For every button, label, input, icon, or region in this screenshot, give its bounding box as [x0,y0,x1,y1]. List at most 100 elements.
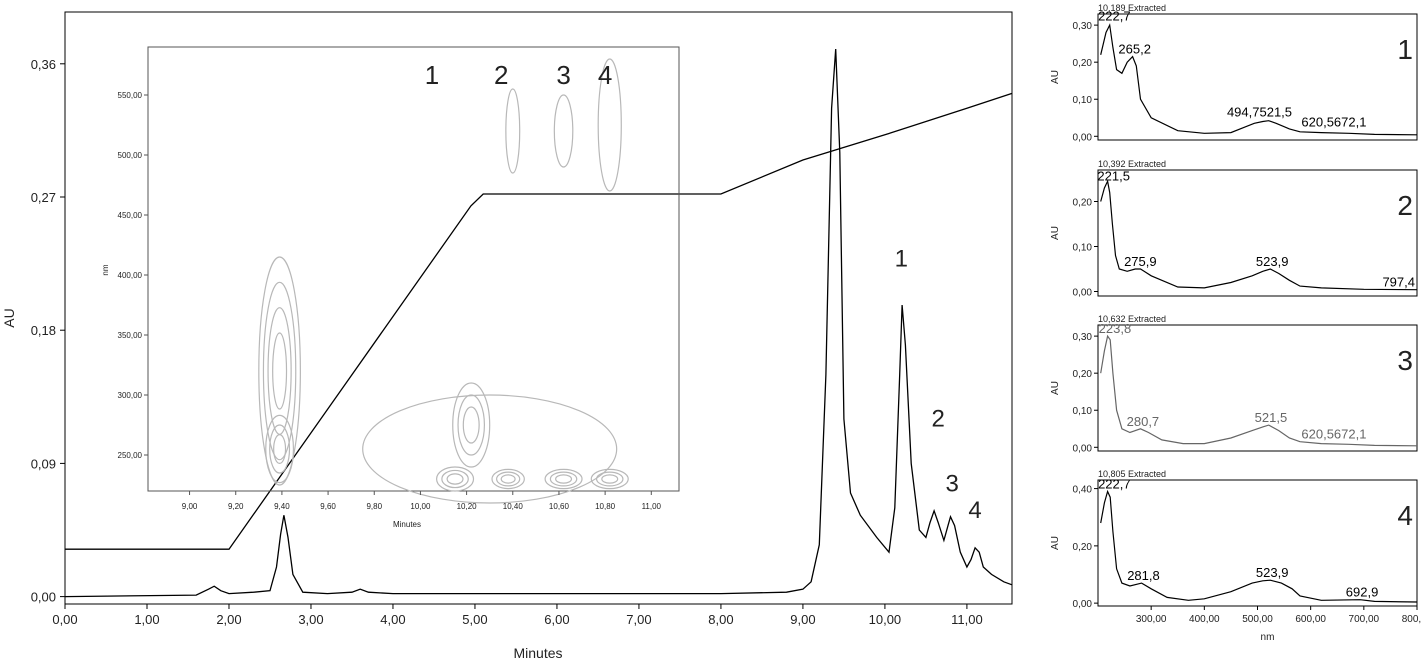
inset-y-tick-label: 300,00 [118,391,143,400]
inset-contour-ring [555,474,573,484]
main-y-tick-label: 0,00 [31,590,56,605]
spectrum-peak-label: 281,8 [1127,568,1160,583]
main-x-tick-label: 10,00 [869,612,902,627]
inset-contour-ring [265,414,295,484]
inset-contour-ring [441,469,469,489]
spectrum-subtitle: 10,805 Extracted [1098,469,1166,479]
spectrum-trace [1100,179,1418,291]
spectrum-peak-label: 221,5 [1097,169,1130,184]
inset-plot-frame [147,46,680,492]
inset-contour-ring [505,88,521,174]
main-peak-label-3: 3 [945,471,958,498]
inset-x-axis-label: Minutes [393,520,421,529]
spectrum-panel-4: 10,805 Extracted 4 AU 0,00 0,20 0,40 222,7 281,… [1050,469,1421,643]
inset-x-tick-label: 9,20 [228,502,244,511]
spectrum-y-axis-label: AU [1050,536,1061,550]
spectrum-peak-label: 222,7 [1098,8,1131,23]
main-x-tick-label: 1,00 [134,612,159,627]
main-x-tick-label: 8,00 [708,612,733,627]
spectrum-subtitle: 10,189 Extracted [1098,3,1166,13]
inset-y-tick-label: 550,00 [118,91,143,100]
inset-x-tick-label: 10,80 [595,502,616,511]
main-peak-label-1: 1 [895,246,908,273]
inset-contour-ring [435,466,475,492]
inset-contour-ring [462,406,480,444]
inset-x-tick-label: 11,00 [642,502,662,511]
spectrum-y-axis-label: AU [1050,381,1061,395]
inset-contour-ring [273,434,287,465]
inset-peak-label-1: 1 [425,60,439,90]
spectrum-peak-label: 494,7521,5 [1227,105,1292,120]
main-x-tick-label: 7,00 [626,612,651,627]
inset-x-tick-label: 10,60 [549,502,570,511]
inset-x-tick-label: 9,00 [182,502,198,511]
spectrum-peak-label: 620,5672,1 [1301,427,1366,442]
inset-y-tick-label: 250,00 [118,451,143,460]
inset-y-tick-label: 500,00 [118,151,143,160]
main-chromatogram: 0,00 1,00 2,00 3,00 4,00 5,00 6,00 7,00 8,00 9,00… [1,11,1013,661]
main-series-group [64,48,1013,598]
inset-peak-label-3: 3 [556,60,570,90]
inset-contour-ring [590,468,629,490]
spectrum-frame [1097,13,1418,141]
main-x-tick-label: 2,00 [216,612,241,627]
spectrum-peak-label: 280,7 [1127,414,1160,429]
spectrum-panel-3: 10,632 Extracted 3 AU 0,00 0,10 0,20 0,30 223,8… [1050,314,1418,454]
inset-x-tick-label: 9,80 [366,502,382,511]
inset-x-axis-ticks: 9,00 9,20 9,40 9,60 9,80 10,00 10,20 10,40 10,60… [182,491,662,511]
main-peak-label-2: 2 [932,405,945,432]
spectrum-peak-label: 797,4 [1382,274,1415,289]
main-x-axis-ticks: 0,00 1,00 2,00 3,00 4,00 5,00 6,00 7,00 8,00 9,00… [52,604,983,627]
inset-peak-label-2: 2 [494,60,508,90]
inset-contour-ring [549,471,578,487]
spectrum-subtitle: 10,392 Extracted [1098,159,1166,169]
main-x-axis-label: Minutes [513,645,562,661]
spectrum-peak-label: 692,9 [1346,585,1379,600]
inset-x-tick-label: 10,20 [457,502,478,511]
inset-x-tick-label: 10,40 [503,502,524,511]
spectrum-x-tick-label: 500,00 [1242,614,1273,625]
spectrum-peak-label: 265,2 [1118,42,1151,57]
spectrum-y-tick-label: 0,20 [1073,369,1093,380]
main-y-tick-label: 0,18 [31,323,56,338]
spectrum-y-axis-label: AU [1050,226,1061,240]
spectrum-y-tick-label: 0,30 [1073,21,1093,32]
spectrum-y-tick-label: 0,30 [1073,332,1093,343]
inset-contour-ring [452,382,491,468]
spectrum-x-tick-label: 400,00 [1189,614,1220,625]
gradient-profile-line [65,92,1013,550]
spectrum-peak-label: 521,5 [1255,410,1288,425]
main-x-tick-label: 0,00 [52,612,77,627]
spectrum-panel-2: 10,392 Extracted 2 AU 0,00 0,10 0,20 221,5 275,… [1050,159,1418,299]
spectrum-y-tick-label: 0,00 [1073,132,1093,143]
spectrum-peak-label: 223,8 [1099,321,1132,336]
spectrum-peak-label: 275,9 [1124,254,1157,269]
spectrum-y-tick-label: 0,00 [1073,599,1093,610]
uv-spectra-panels: 10,189 Extracted 1 AU 0,00 0,10 0,20 0,30 222,7… [1050,3,1421,643]
spectrum-x-axis-label: nm [1261,632,1275,643]
inset-contour-ring [491,468,525,490]
spectrum-y-tick-label: 0,00 [1073,443,1093,454]
spectrum-y-tick-label: 0,10 [1073,243,1093,254]
main-peak-label-4: 4 [968,497,981,524]
spectrum-trace [1100,334,1418,447]
spectrum-y-tick-label: 0,20 [1073,58,1093,69]
main-x-tick-label: 5,00 [462,612,487,627]
spectrum-frame [1097,324,1418,452]
inset-contour-ring [601,474,619,484]
inset-contour-plot: 9,00 9,20 9,40 9,60 9,80 10,00 10,20 10,40 10,60… [101,46,680,529]
inset-contour-ring [269,424,291,474]
spectrum-y-tick-label: 0,00 [1073,288,1093,299]
main-x-tick-label: 3,00 [298,612,323,627]
main-peak-labels: 1 2 34 [895,246,982,525]
inset-y-axis-label: nm [101,264,110,275]
inset-contour-ring [553,94,574,168]
inset-x-tick-label: 9,60 [320,502,336,511]
inset-contour-ring [595,471,624,487]
spectrum-x-tick-label: 600,00 [1295,614,1326,625]
main-x-tick-label: 4,00 [380,612,405,627]
main-x-tick-label: 9,00 [790,612,815,627]
spectrum-y-tick-label: 0,10 [1073,95,1093,106]
spectrum-y-tick-label: 0,10 [1073,406,1093,417]
main-x-tick-label: 11,00 [951,612,983,627]
